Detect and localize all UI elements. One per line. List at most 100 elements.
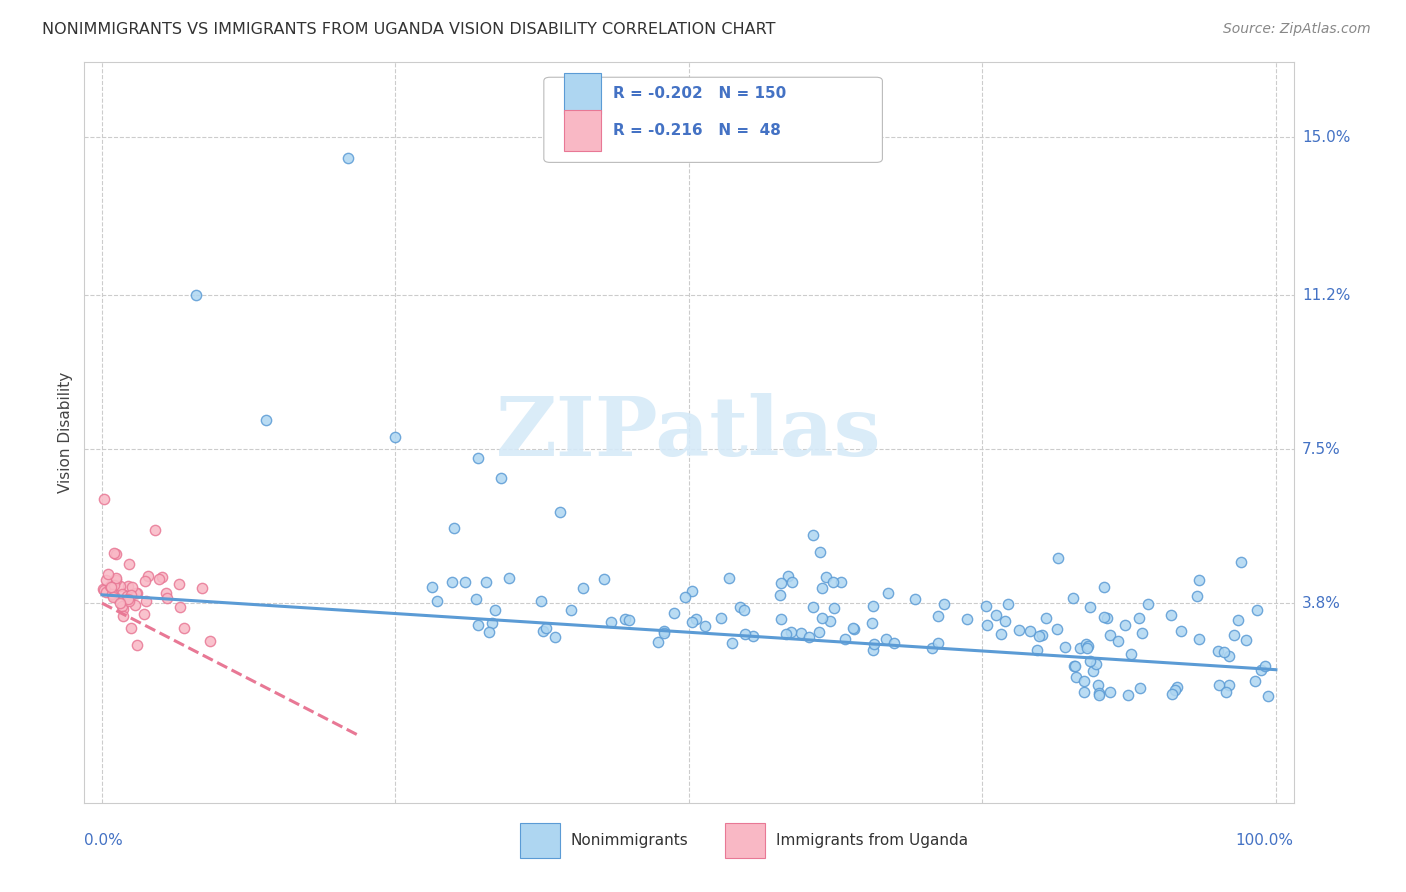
- Point: [1116, 688, 1139, 702]
- Point: [169, 600, 191, 615]
- Point: [115, 589, 138, 603]
- Point: [921, 640, 943, 655]
- Point: [877, 586, 900, 600]
- Point: [97, 567, 120, 582]
- Point: [100, 587, 122, 601]
- Point: [1222, 628, 1244, 642]
- Point: [863, 637, 886, 651]
- Bar: [520, 822, 560, 858]
- Point: [1077, 639, 1099, 653]
- Point: [530, 594, 553, 608]
- Point: [173, 621, 195, 635]
- Point: [1164, 682, 1187, 697]
- Text: Nonimmigrants: Nonimmigrants: [571, 833, 688, 848]
- Point: [976, 618, 998, 632]
- Point: [118, 557, 141, 571]
- Point: [337, 151, 360, 165]
- Point: [117, 579, 139, 593]
- Point: [150, 570, 173, 584]
- Point: [769, 588, 792, 602]
- Point: [654, 625, 676, 640]
- Point: [110, 587, 132, 601]
- Point: [467, 450, 489, 465]
- Point: [1087, 678, 1109, 692]
- Point: [135, 594, 157, 608]
- Point: [1028, 630, 1050, 644]
- Point: [647, 635, 669, 649]
- Point: [484, 603, 506, 617]
- Text: R = -0.216   N =  48: R = -0.216 N = 48: [613, 123, 780, 138]
- Point: [1031, 628, 1053, 642]
- Point: [198, 634, 221, 648]
- Point: [1227, 613, 1250, 627]
- Point: [548, 505, 571, 519]
- Point: [1053, 640, 1076, 654]
- Point: [481, 616, 503, 631]
- Point: [420, 580, 443, 594]
- Point: [718, 571, 741, 585]
- Point: [544, 631, 567, 645]
- Point: [103, 578, 125, 592]
- Point: [741, 629, 763, 643]
- Point: [454, 574, 477, 589]
- Point: [1087, 688, 1109, 702]
- Point: [1097, 611, 1119, 625]
- Bar: [564, 111, 600, 151]
- Point: [652, 624, 675, 638]
- Point: [103, 590, 125, 604]
- Point: [990, 627, 1012, 641]
- Point: [143, 523, 166, 537]
- Point: [108, 596, 131, 610]
- Point: [984, 607, 1007, 622]
- Point: [94, 585, 117, 599]
- Point: [134, 574, 156, 589]
- Point: [254, 413, 277, 427]
- Point: [1161, 687, 1184, 701]
- Point: [693, 619, 716, 633]
- Point: [125, 585, 148, 599]
- FancyBboxPatch shape: [544, 78, 883, 162]
- Point: [1078, 654, 1101, 668]
- Point: [1107, 634, 1129, 648]
- Point: [1166, 680, 1188, 694]
- Point: [105, 571, 128, 585]
- Point: [1213, 645, 1236, 659]
- Point: [443, 521, 465, 535]
- Point: [1035, 611, 1057, 625]
- Point: [1218, 648, 1240, 663]
- Point: [103, 589, 125, 603]
- Point: [842, 621, 865, 635]
- Point: [1098, 627, 1121, 641]
- Point: [1206, 643, 1229, 657]
- Point: [733, 603, 755, 617]
- Point: [93, 492, 115, 507]
- Point: [560, 603, 582, 617]
- Point: [664, 606, 686, 620]
- Point: [883, 636, 905, 650]
- Point: [823, 600, 845, 615]
- Point: [1074, 637, 1097, 651]
- Point: [100, 580, 122, 594]
- Point: [426, 594, 449, 608]
- Point: [1136, 597, 1159, 611]
- Point: [1063, 659, 1085, 673]
- Point: [775, 627, 797, 641]
- Point: [815, 570, 838, 584]
- Point: [1073, 673, 1095, 688]
- Point: [710, 611, 733, 625]
- Point: [1188, 573, 1211, 587]
- Point: [98, 579, 121, 593]
- Point: [1092, 610, 1115, 624]
- Point: [1257, 690, 1279, 704]
- Point: [1215, 685, 1237, 699]
- Point: [1073, 685, 1095, 699]
- Point: [681, 615, 703, 629]
- Point: [93, 582, 115, 597]
- Point: [148, 572, 170, 586]
- Point: [1188, 632, 1211, 647]
- Point: [860, 616, 883, 631]
- Point: [790, 626, 813, 640]
- Point: [536, 621, 558, 635]
- Point: [801, 600, 824, 615]
- Point: [619, 613, 641, 627]
